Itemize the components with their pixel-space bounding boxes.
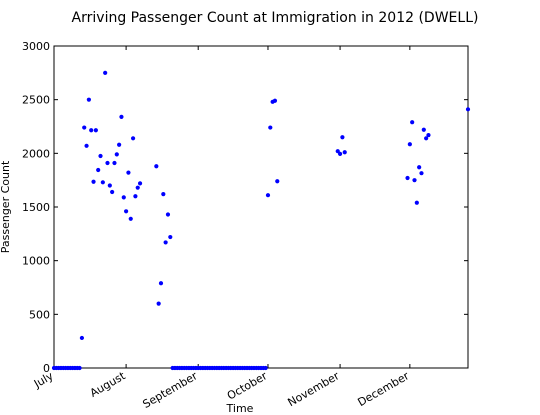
data-point	[165, 212, 171, 217]
y-axis: 0 500 1000 1500 2000 2500 3000	[22, 40, 468, 375]
data-point	[128, 216, 133, 221]
x-tick-label: December	[355, 369, 411, 409]
data-point	[100, 180, 105, 185]
data-point	[340, 135, 345, 140]
y-tick-label: 1500	[22, 201, 50, 214]
data-point	[410, 120, 415, 125]
data-point	[163, 240, 168, 245]
data-points	[51, 70, 471, 371]
data-point	[154, 164, 159, 169]
y-tick-label: 3000	[22, 40, 50, 53]
data-point	[82, 125, 87, 130]
data-point	[105, 160, 110, 166]
data-point	[135, 185, 140, 190]
chart-title: Arriving Passenger Count at Immigration …	[72, 10, 479, 26]
data-point	[91, 179, 96, 184]
y-tick-label: 2000	[22, 147, 50, 160]
data-point	[263, 365, 268, 371]
data-point	[419, 171, 424, 176]
x-axis-label: Time	[226, 402, 254, 415]
data-point	[119, 114, 124, 119]
data-point	[98, 153, 103, 159]
plot-area	[53, 45, 469, 369]
data-point	[426, 132, 431, 138]
data-point	[130, 136, 136, 141]
data-point	[168, 234, 173, 240]
data-point	[121, 195, 126, 200]
data-point	[86, 97, 91, 102]
data-point	[126, 170, 131, 175]
data-point	[424, 136, 429, 141]
data-point	[265, 193, 271, 198]
data-point	[337, 151, 343, 156]
data-point	[114, 152, 119, 157]
data-point	[417, 165, 422, 170]
data-point	[93, 128, 98, 133]
data-point	[107, 183, 112, 188]
data-point	[161, 192, 166, 197]
data-point	[465, 107, 471, 112]
data-point	[414, 200, 419, 205]
x-tick-label: August	[88, 369, 128, 400]
x-tick-label: July	[31, 369, 56, 391]
data-point	[272, 98, 278, 103]
data-point	[103, 70, 108, 75]
data-point	[275, 179, 280, 184]
data-point	[84, 143, 89, 148]
data-point	[77, 365, 82, 371]
data-point	[268, 125, 273, 130]
data-point	[79, 335, 85, 341]
data-point	[133, 194, 138, 199]
y-tick-label: 500	[29, 308, 50, 321]
data-point	[156, 301, 161, 306]
data-point	[405, 175, 410, 181]
data-point	[89, 128, 94, 133]
x-tick-label: November	[286, 369, 342, 409]
y-tick-label: 2500	[22, 94, 50, 107]
data-point	[342, 150, 347, 155]
data-point	[96, 167, 101, 173]
y-tick-label: 0	[43, 362, 50, 375]
data-point	[112, 160, 117, 166]
data-point	[137, 181, 143, 186]
data-point	[407, 142, 412, 147]
data-point	[124, 209, 129, 214]
data-point	[421, 127, 426, 132]
data-point	[158, 281, 164, 286]
y-tick-label: 1000	[22, 255, 50, 268]
data-point	[412, 178, 417, 183]
x-tick-label: October	[225, 369, 270, 403]
y-axis-label: Passenger Count	[0, 160, 12, 253]
data-point	[117, 142, 122, 147]
x-tick-label: September	[141, 369, 201, 411]
data-point	[110, 189, 115, 195]
